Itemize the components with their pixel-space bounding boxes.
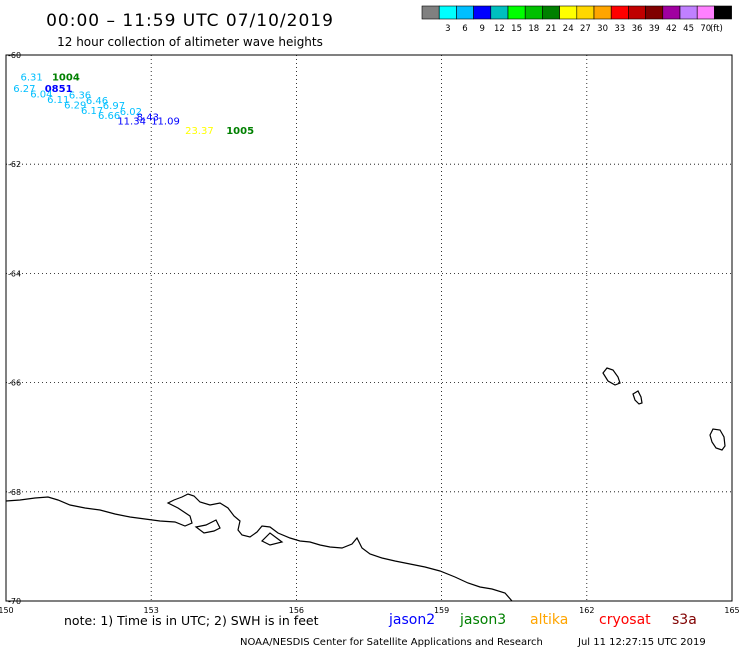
coast-inlet xyxy=(194,519,221,534)
legend-tick-label: 33 xyxy=(614,24,625,34)
legend-tick-label: 36 xyxy=(632,24,643,34)
coast-inlet-2 xyxy=(260,532,284,546)
legend-swatch xyxy=(542,5,560,20)
wave-height-value: 11.09 xyxy=(151,116,180,127)
longitude-label: 159 xyxy=(434,606,449,615)
legend-swatch xyxy=(679,5,698,20)
wave-height-value: 6.36 xyxy=(69,91,91,102)
wave-height-value: 6.66 xyxy=(98,111,120,122)
pass-time-label: 1004 xyxy=(52,73,80,84)
wave-height-value: 6.17 xyxy=(81,106,103,117)
wave-height-value: 6.27 xyxy=(13,84,35,95)
legend-unit: (ft) xyxy=(710,24,723,34)
lat-lon-grid: 150 153 156 159 162 165-60-62-64-66-68-70 xyxy=(0,51,740,615)
legend-tick-label: 45 xyxy=(683,24,694,34)
island-2 xyxy=(632,390,643,405)
wave-height-value: 6.97 xyxy=(103,101,125,112)
legend-swatch xyxy=(473,5,492,20)
wave-height-value: 11.34 xyxy=(117,116,146,127)
longitude-label: 150 xyxy=(0,606,14,615)
antarctic-coastline xyxy=(5,493,513,602)
legend-swatch xyxy=(714,5,732,20)
wave-height-value: 6.11 xyxy=(47,95,69,106)
satellite-name: s3a xyxy=(672,612,697,628)
satellite-legend: jason2 jason3 altika cryosat s3a xyxy=(388,612,697,628)
satellite-name: cryosat xyxy=(599,612,651,628)
legend-swatch xyxy=(610,5,629,20)
pass-time-label: 1005 xyxy=(226,126,254,137)
legend-swatch xyxy=(490,5,509,20)
wave-height-value: 6.31 xyxy=(21,73,43,84)
legend-tick-label: 39 xyxy=(649,24,660,34)
legend-swatch xyxy=(507,5,526,20)
footer-credit: NOAA/NESDIS Center for Satellite Applica… xyxy=(240,637,543,648)
wave-height-value: 6.29 xyxy=(64,101,86,112)
satellite-name: jason2 xyxy=(388,612,435,628)
legend-tick-label: 21 xyxy=(546,24,557,34)
latitude-label: -62 xyxy=(8,160,21,169)
legend-tick-label: 24 xyxy=(563,24,574,34)
legend-tick-label: 27 xyxy=(580,24,591,34)
legend-tick-label: 6 xyxy=(462,24,467,34)
longitude-label: 156 xyxy=(289,606,304,615)
wave-height-value: 23.37 xyxy=(185,126,214,137)
legend-swatch xyxy=(628,5,646,20)
page-subtitle: 12 hour collection of altimeter wave hei… xyxy=(57,35,323,49)
legend-tick-label: 42 xyxy=(666,24,677,34)
wave-height-color-legend: 3 6 9 12 15 18 21 24 27 30 33 36 39 42 45 70(ft) xyxy=(421,5,732,34)
wave-height-value: 8.43 xyxy=(137,113,159,124)
legend-swatch xyxy=(438,5,457,20)
longitude-label: 153 xyxy=(144,606,159,615)
longitude-label: 165 xyxy=(724,606,739,615)
legend-swatch xyxy=(421,5,440,20)
satellite-name: jason3 xyxy=(459,612,506,628)
legend-tick-label: 3 xyxy=(445,24,450,34)
latitude-label: -68 xyxy=(8,488,21,497)
legend-tick-label: 70 xyxy=(700,24,711,34)
page-title: 00:00 – 11:59 UTC 07/10/2019 xyxy=(46,11,334,31)
legend-swatch xyxy=(456,5,474,20)
legend-swatch xyxy=(576,5,595,20)
latitude-label: -64 xyxy=(8,269,21,278)
legend-tick-label: 12 xyxy=(494,24,505,34)
map-frame xyxy=(5,54,733,602)
legend-swatch xyxy=(645,5,664,20)
island-1 xyxy=(602,367,621,386)
legend-swatch xyxy=(662,5,681,20)
coastline xyxy=(5,367,726,602)
legend-tick-label: 15 xyxy=(511,24,522,34)
wave-height-value: 6.04 xyxy=(30,90,52,101)
legend-swatch xyxy=(593,5,612,20)
legend-tick-label: 18 xyxy=(528,24,539,34)
legend-tick-label: 9 xyxy=(479,24,484,34)
footer-timestamp: Jul 11 12:27:15 UTC 2019 xyxy=(577,637,706,648)
longitude-label: 162 xyxy=(579,606,594,615)
pass-time-label: 0851 xyxy=(45,84,73,95)
footer-note: note: 1) Time is in UTC; 2) SWH is in fe… xyxy=(64,613,319,628)
satellite-name: altika xyxy=(530,612,568,628)
legend-tick-label: 30 xyxy=(597,24,608,34)
legend-swatch xyxy=(559,5,578,20)
legend-swatch xyxy=(524,5,543,20)
legend-swatch xyxy=(696,5,715,20)
wave-height-value: 6.02 xyxy=(120,107,142,118)
island-3 xyxy=(709,428,726,451)
wave-height-value: 6.46 xyxy=(86,96,108,107)
latitude-label: -66 xyxy=(8,379,21,388)
